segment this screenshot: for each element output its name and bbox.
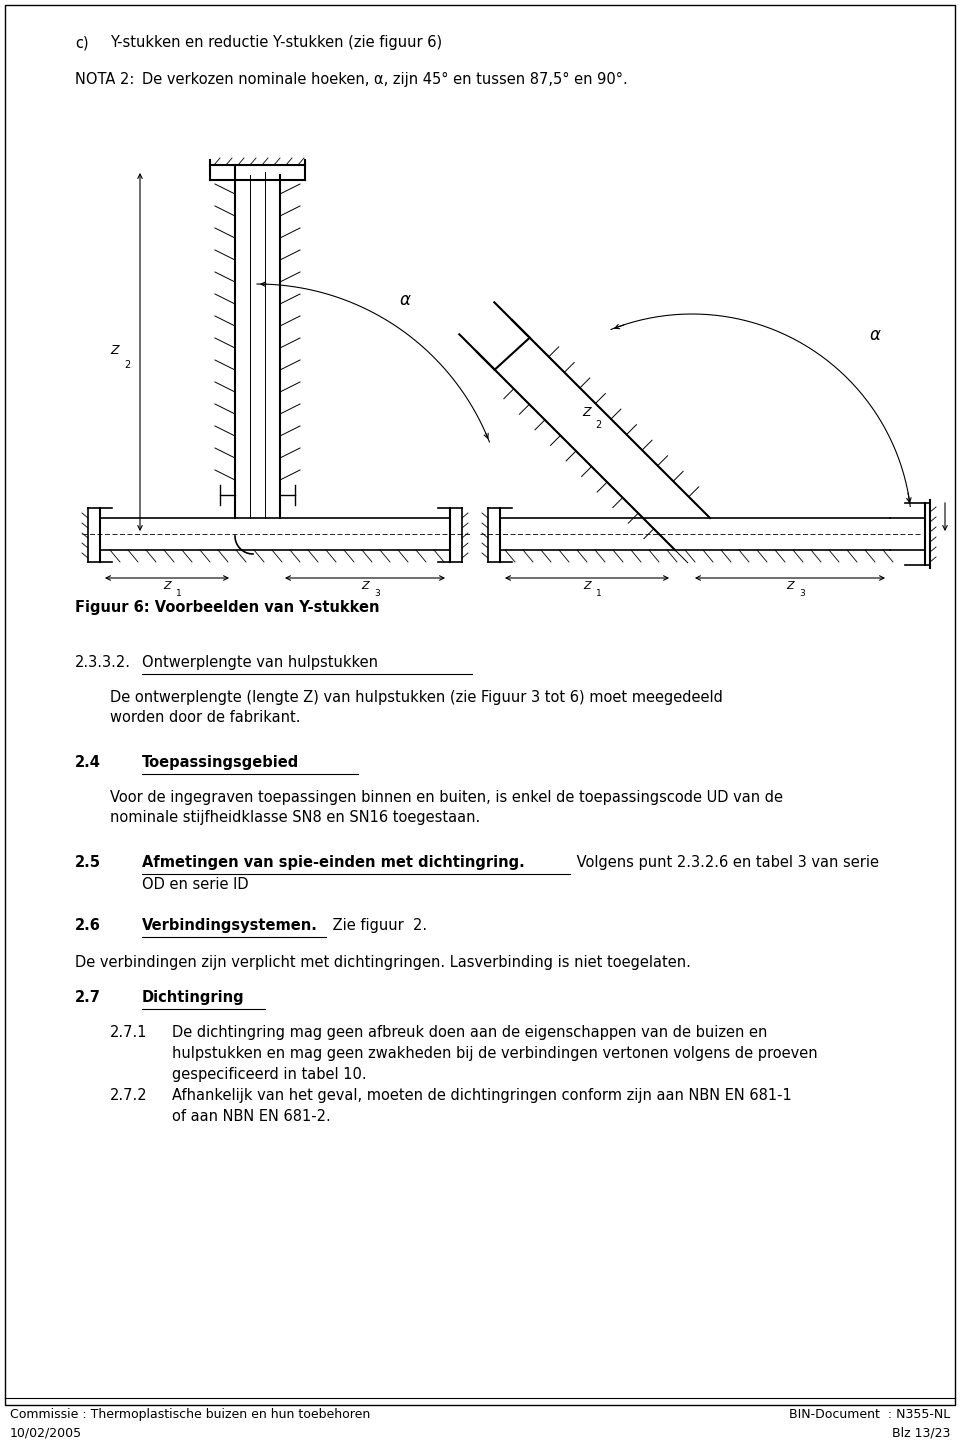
Text: Z: Z	[163, 581, 171, 592]
Text: worden door de fabrikant.: worden door de fabrikant.	[110, 710, 300, 725]
Text: Z: Z	[110, 344, 119, 357]
Text: Y-stukken en reductie Y-stukken (zie figuur 6): Y-stukken en reductie Y-stukken (zie fig…	[110, 35, 443, 49]
Text: Voor de ingegraven toepassingen binnen en buiten, is enkel de toepassingscode UD: Voor de ingegraven toepassingen binnen e…	[110, 790, 783, 805]
Text: Figuur 6: Voorbeelden van Y-stukken: Figuur 6: Voorbeelden van Y-stukken	[75, 600, 379, 615]
Text: nominale stijfheidklasse SN8 en SN16 toegestaan.: nominale stijfheidklasse SN8 en SN16 toe…	[110, 811, 480, 825]
Text: Zie figuur  2.: Zie figuur 2.	[328, 918, 427, 932]
Text: Z: Z	[786, 581, 794, 592]
Text: Toepassingsgebied: Toepassingsgebied	[142, 755, 300, 770]
Text: Verbindingsystemen.: Verbindingsystemen.	[142, 918, 318, 932]
Text: Z: Z	[361, 581, 369, 592]
Text: 2.7: 2.7	[75, 990, 101, 1005]
Text: 2.5: 2.5	[75, 856, 101, 870]
Text: 2: 2	[124, 360, 131, 370]
Text: 3: 3	[374, 589, 380, 597]
Text: α: α	[399, 291, 411, 309]
Text: De verbindingen zijn verplicht met dichtingringen. Lasverbinding is niet toegela: De verbindingen zijn verplicht met dicht…	[75, 956, 691, 970]
Text: BIN-Document  : N355-NL: BIN-Document : N355-NL	[789, 1408, 950, 1421]
Text: gespecificeerd in tabel 10.: gespecificeerd in tabel 10.	[172, 1067, 367, 1082]
Text: De verkozen nominale hoeken, α, zijn 45° en tussen 87,5° en 90°.: De verkozen nominale hoeken, α, zijn 45°…	[142, 72, 628, 87]
Text: Afhankelijk van het geval, moeten de dichtingringen conform zijn aan NBN EN 681-: Afhankelijk van het geval, moeten de dic…	[172, 1088, 792, 1103]
Text: hulpstukken en mag geen zwakheden bij de verbindingen vertonen volgens de proeve: hulpstukken en mag geen zwakheden bij de…	[172, 1045, 818, 1061]
Text: 2.7.2: 2.7.2	[110, 1088, 148, 1103]
Text: 2.6: 2.6	[75, 918, 101, 932]
Text: Blz 13/23: Blz 13/23	[892, 1425, 950, 1438]
Text: Z: Z	[582, 406, 590, 419]
Text: 2.4: 2.4	[75, 755, 101, 770]
Text: 1: 1	[596, 589, 602, 597]
Text: Z: Z	[583, 581, 590, 592]
Text: OD en serie ID: OD en serie ID	[142, 877, 249, 892]
Text: Volgens punt 2.3.2.6 en tabel 3 van serie: Volgens punt 2.3.2.6 en tabel 3 van seri…	[572, 856, 879, 870]
Text: Afmetingen van spie-einden met dichtingring.: Afmetingen van spie-einden met dichtingr…	[142, 856, 525, 870]
Text: NOTA 2:: NOTA 2:	[75, 72, 134, 87]
Text: 2.7.1: 2.7.1	[110, 1025, 148, 1040]
Text: 10/02/2005: 10/02/2005	[10, 1425, 83, 1438]
Text: c): c)	[75, 35, 88, 49]
Text: of aan NBN EN 681-2.: of aan NBN EN 681-2.	[172, 1109, 331, 1124]
Text: 2.3.3.2.: 2.3.3.2.	[75, 655, 131, 670]
Text: Commissie : Thermoplastische buizen en hun toebehoren: Commissie : Thermoplastische buizen en h…	[10, 1408, 371, 1421]
Text: 2: 2	[595, 419, 602, 429]
Text: De dichtingring mag geen afbreuk doen aan de eigenschappen van de buizen en: De dichtingring mag geen afbreuk doen aa…	[172, 1025, 767, 1040]
Text: Dichtingring: Dichtingring	[142, 990, 245, 1005]
Text: α: α	[870, 326, 880, 344]
Text: 1: 1	[176, 589, 181, 597]
Text: De ontwerplengte (lengte Z) van hulpstukken (zie Figuur 3 tot 6) moet meegedeeld: De ontwerplengte (lengte Z) van hulpstuk…	[110, 690, 723, 705]
Text: Ontwerplengte van hulpstukken: Ontwerplengte van hulpstukken	[142, 655, 378, 670]
FancyBboxPatch shape	[5, 4, 955, 1405]
Text: 3: 3	[799, 589, 804, 597]
